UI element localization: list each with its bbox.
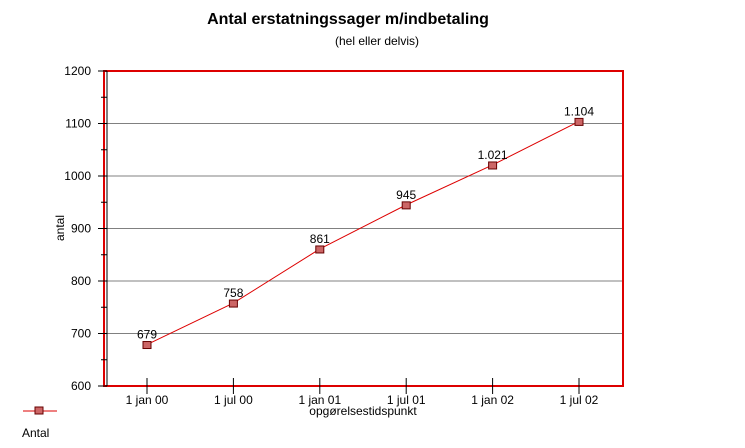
data-label-2: 861 xyxy=(310,232,330,246)
y-tick-label-1100: 1100 xyxy=(65,117,91,131)
data-label-3: 945 xyxy=(396,188,416,202)
data-point-3 xyxy=(401,201,411,210)
data-label-0: 679 xyxy=(137,328,157,342)
chart-title: Antal erstatningssager m/indbetaling xyxy=(207,11,489,28)
data-point-5 xyxy=(574,117,584,126)
legend-marker xyxy=(34,406,44,415)
x-tick-label-1: 1 jul 00 xyxy=(214,393,253,407)
y-tick-label-700: 700 xyxy=(71,327,91,341)
x-tick-label-3: 1 jul 01 xyxy=(387,393,426,407)
grid-lines xyxy=(104,123,623,334)
y-tick-label-1000: 1000 xyxy=(64,169,91,183)
x-tick-label-4: 1 jan 02 xyxy=(471,393,514,407)
data-point-0 xyxy=(142,341,152,350)
series-line-0 xyxy=(146,120,580,345)
data-labels: 679 758 861 945 1.021 1.104 xyxy=(137,104,594,341)
y-tick-label-900: 900 xyxy=(71,222,91,236)
data-point-1 xyxy=(228,299,238,308)
data-point-2 xyxy=(315,245,325,254)
x-tick-label-5: 1 jul 02 xyxy=(560,393,599,407)
data-label-5: 1.104 xyxy=(564,104,594,118)
legend: Antal xyxy=(22,406,57,440)
x-tick-label-2: 1 jan 01 xyxy=(298,393,341,407)
y-tick-label-800: 800 xyxy=(71,274,91,288)
y-axis-title: antal xyxy=(53,215,67,241)
chart-subtitle: (hel eller delvis) xyxy=(335,34,419,48)
axes: 600 700 800 900 1000 1100 1200 1 jan 00 1 jul 00… xyxy=(64,64,598,407)
data-point-4 xyxy=(488,161,498,170)
y-tick-label-600: 600 xyxy=(71,379,91,393)
series-layer xyxy=(142,117,584,350)
data-label-4: 1.021 xyxy=(478,148,508,162)
x-axis-title: opgørelsestidspunkt xyxy=(309,404,417,418)
x-tick-label-0: 1 jan 00 xyxy=(126,393,169,407)
legend-label-antal: Antal xyxy=(22,426,49,440)
y-tick-label-1200: 1200 xyxy=(64,64,91,78)
data-label-1: 758 xyxy=(223,286,243,300)
